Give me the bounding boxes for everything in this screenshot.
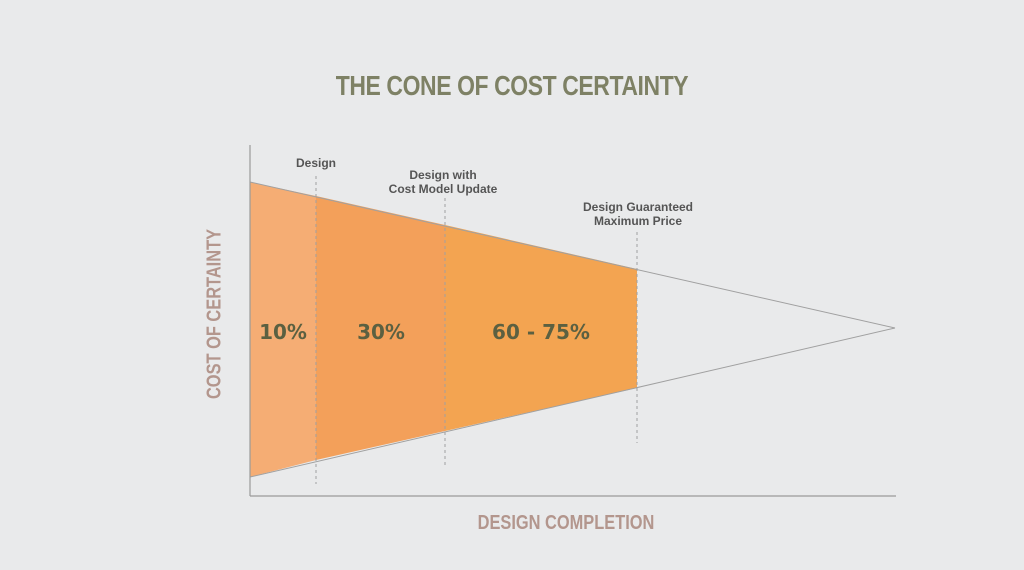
- diagram-title: THE CONE OF COST CERTAINTY: [335, 70, 689, 101]
- milestone-label-design-line1: Design: [295, 156, 337, 170]
- milestone-label-cost-model: Design with Cost Model Update: [389, 168, 498, 196]
- cone-lower-edge: [249, 327, 896, 478]
- segment-label-gmp: 60 - 75%: [492, 320, 590, 344]
- segment-label-design: 10%: [259, 320, 307, 344]
- x-axis-label: DESIGN COMPLETION: [477, 512, 655, 534]
- milestone-label-gmp-line1: Design Guaranteed: [582, 200, 694, 214]
- milestone-label-gmp: Design Guaranteed Maximum Price: [583, 200, 693, 228]
- milestone-label-cost-model-line2: Cost Model Update: [388, 182, 498, 196]
- segment-label-cost-model: 30%: [357, 320, 405, 344]
- cone-upper-edge: [249, 181, 896, 329]
- milestone-label-design: Design: [296, 156, 336, 170]
- cone-segment-gmp: [445, 225, 637, 431]
- cone-segment-cost-model: [316, 196, 445, 460]
- milestone-label-gmp-line2: Maximum Price: [593, 214, 683, 228]
- cone-segment-design: [250, 182, 316, 477]
- milestone-label-cost-model-line1: Design with: [409, 168, 477, 182]
- y-axis-label: COST OF CERTAINTY: [203, 228, 226, 400]
